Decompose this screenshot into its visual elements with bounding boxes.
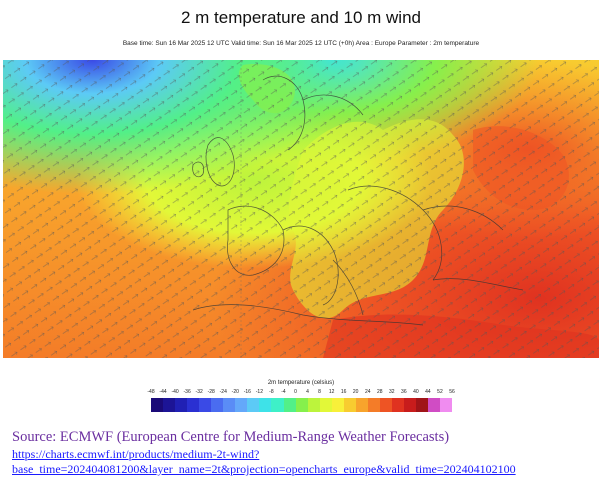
colorbar-swatch [259,398,272,412]
colorbar-tick-label: -28 [207,389,215,395]
colorbar-tick-label: 8 [318,389,321,395]
source-link[interactable]: https://charts.ecmwf.int/products/medium… [12,447,516,476]
map-svg [3,60,599,358]
colorbar-swatch [271,398,284,412]
colorbar-tick-label: 44 [425,389,431,395]
colorbar-tick-label: 28 [376,389,383,395]
colorbar-swatch [199,398,212,412]
colorbar-swatch [235,398,248,412]
colorbar-swatch [367,398,380,412]
colorbar-swatch [175,398,188,412]
colorbar-tick-label: 36 [401,389,407,395]
colorbar-swatch [247,398,260,412]
colorbar-tick-label: -4 [281,389,286,395]
colorbar-tick-label: 24 [364,389,371,395]
colorbar-tick-label: -12 [255,389,263,395]
colorbar-tick-label: 0 [294,389,297,395]
colorbar-swatch [331,398,344,412]
colorbar-tick-label: 32 [389,389,395,395]
colorbar-tick-label: -32 [195,389,203,395]
colorbar-tick-label: -36 [183,389,191,395]
colorbar-tick-label: 20 [352,389,359,395]
colorbar-ticks: -48 -44 -40 -36 -32 -28 -24 -20 -16 -12 -8 -4 0 4 8 12 1… [145,389,457,397]
colorbar-tick-label: 12 [328,389,335,395]
colorbar-tick-label: 40 [413,389,419,395]
colorbar-swatch [440,398,453,412]
chart-title: 2 m temperature and 10 m wind [180,8,421,27]
colorbar-tick-label: -24 [219,389,227,395]
colorbar-swatch [187,398,200,412]
colorbar-swatch [355,398,368,412]
colorbar-tick-label: 52 [437,389,443,395]
colorbar-tick-label: -8 [269,389,274,395]
colorbar-title: 2m temperature (celsius) [267,380,335,386]
colorbar-swatch [416,398,429,412]
colorbar-swatch [211,398,224,412]
colorbar-swatch [163,398,176,412]
source-caption: Source: ECMWF (European Centre for Mediu… [12,429,450,445]
colorbar-swatch [319,398,332,412]
colorbar-tick-label: 16 [340,389,347,395]
colorbar-swatch [295,398,308,412]
colorbar-swatch [151,398,164,412]
colorbar-swatch [283,398,296,412]
colorbar-swatch [428,398,441,412]
chart-subtitle: Base time: Sun 16 Mar 2025 12 UTC Valid … [122,40,480,47]
colorbar-swatch [307,398,320,412]
colorbar-tick-label: 56 [449,389,455,395]
colorbar-tick-label: -20 [231,389,239,395]
colorbar [151,398,453,412]
colorbar-tick-label: -40 [171,389,179,395]
temperature-map[interactable] [3,60,599,358]
colorbar-swatch [403,398,417,412]
colorbar-tick-label: -44 [159,389,167,395]
colorbar-tick-label: -16 [243,389,251,395]
colorbar-swatch [223,398,236,412]
colorbar-tick-label: -48 [147,389,155,395]
colorbar-swatch [379,398,392,412]
colorbar-swatch [391,398,404,412]
colorbar-swatch [343,398,356,412]
colorbar-tick-label: 4 [306,389,309,395]
